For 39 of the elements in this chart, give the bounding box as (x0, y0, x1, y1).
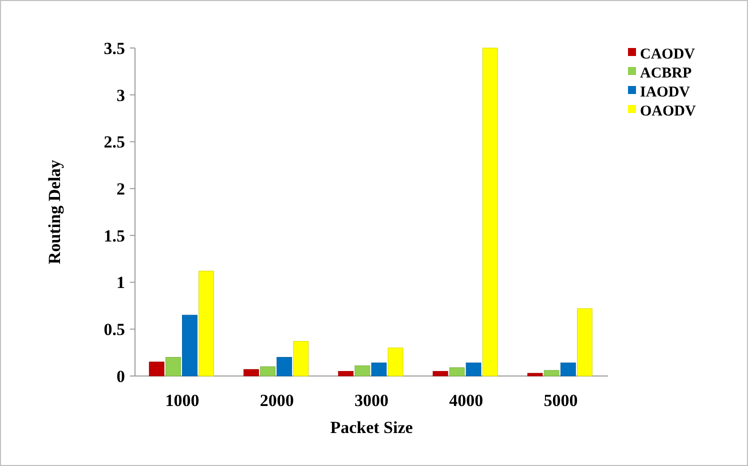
x-axis-title: Packet Size (330, 418, 414, 437)
bar (354, 365, 370, 376)
bar (198, 270, 214, 376)
bar (388, 348, 404, 376)
y-tick-label: 3.5 (104, 38, 125, 58)
bar (544, 370, 560, 376)
y-tick-label: 2 (116, 180, 125, 199)
x-tick-label: 4000 (449, 391, 484, 410)
legend-label: CAODV (640, 46, 696, 62)
legend-label: ACBRP (640, 65, 692, 82)
x-tick-label: 3000 (354, 391, 388, 410)
legend-label: IAODV (640, 84, 690, 100)
legend-label: OAODV (640, 103, 696, 120)
bar (577, 308, 592, 376)
y-tick-label: 0.5 (104, 320, 125, 340)
x-tick-label: 1000 (165, 391, 200, 410)
bar (182, 314, 198, 376)
bar (560, 362, 576, 376)
bar (482, 48, 498, 376)
bar (432, 371, 448, 376)
y-tick-label: 1.5 (104, 226, 125, 246)
bar (293, 341, 309, 376)
bar (371, 362, 387, 376)
y-axis-title: Routing Delay (45, 159, 64, 264)
bar (466, 362, 482, 376)
bar (165, 357, 181, 376)
bar (449, 367, 465, 376)
bar (260, 366, 276, 376)
bar (527, 372, 543, 376)
x-tick-label: 2000 (260, 391, 294, 410)
bar (244, 369, 259, 376)
y-tick-label: 1 (116, 273, 125, 292)
bar (148, 362, 164, 376)
bar (276, 357, 292, 376)
y-tick-label: 3 (116, 86, 125, 105)
y-tick-label: 2.5 (104, 132, 125, 152)
y-tick-label: 0 (116, 366, 125, 386)
x-tick-label: 5000 (544, 391, 578, 410)
bar (338, 371, 354, 376)
